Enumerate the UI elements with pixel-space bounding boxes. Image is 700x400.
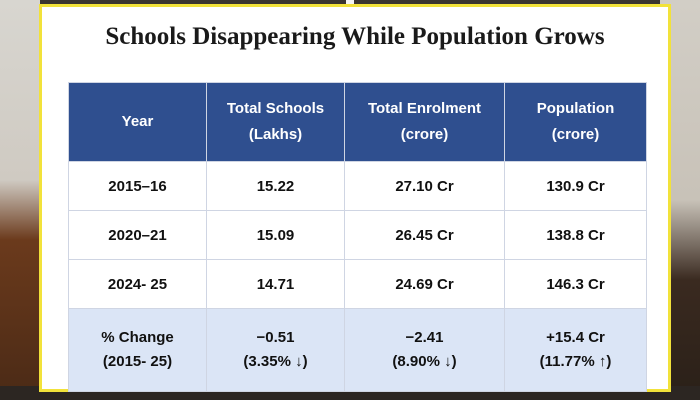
change-percent: (11.77% ↑): [539, 353, 612, 370]
header-total-enrolment: Total Enrolment (crore): [344, 82, 505, 162]
background-left: [0, 0, 40, 400]
slide-card: Schools Disappearing While Population Gr…: [39, 4, 671, 392]
header-year: Year: [68, 82, 207, 162]
cell-population: 138.8 Cr: [504, 210, 647, 260]
table-header-row: Year Total Schools (Lakhs) Total Enrolme…: [68, 82, 647, 162]
cell-change-label: % Change (2015- 25): [68, 308, 207, 392]
table-row: 2020–21 15.09 26.45 Cr 138.8 Cr: [68, 210, 647, 260]
cell-population: 146.3 Cr: [504, 259, 647, 309]
table-row: 2015–16 15.22 27.10 Cr 130.9 Cr: [68, 161, 647, 211]
cell-year: 2015–16: [68, 161, 207, 211]
header-label: Total Enrolment: [367, 100, 482, 117]
change-label: % Change: [101, 329, 174, 346]
cell-total-enrolment: 27.10 Cr: [344, 161, 505, 211]
change-value: +15.4 Cr: [546, 329, 605, 346]
change-percent: (3.35% ↓): [243, 353, 308, 370]
change-value: −2.41: [405, 329, 444, 346]
cell-total-schools: 15.09: [206, 210, 345, 260]
header-label: Total Schools: [226, 100, 325, 117]
header-unit: (crore): [551, 126, 600, 143]
data-table: Year Total Schools (Lakhs) Total Enrolme…: [68, 82, 647, 392]
top-marker: [346, 0, 354, 5]
cell-total-enrolment: 24.69 Cr: [344, 259, 505, 309]
cell-total-enrolment: 26.45 Cr: [344, 210, 505, 260]
cell-year: 2020–21: [68, 210, 207, 260]
percent-change-row: % Change (2015- 25) −0.51 (3.35% ↓) −2.4…: [68, 308, 647, 392]
cell-change-enrolment: −2.41 (8.90% ↓): [344, 308, 505, 392]
header-label: Year: [121, 113, 154, 130]
cell-change-population: +15.4 Cr (11.77% ↑): [504, 308, 647, 392]
header-population: Population (crore): [504, 82, 647, 162]
cell-change-schools: −0.51 (3.35% ↓): [206, 308, 345, 392]
cell-total-schools: 15.22: [206, 161, 345, 211]
cell-year: 2024- 25: [68, 259, 207, 309]
header-label: Population: [536, 100, 615, 117]
slide-title: Schools Disappearing While Population Gr…: [105, 23, 605, 50]
change-percent: (8.90% ↓): [392, 353, 457, 370]
header-unit: (Lakhs): [248, 126, 303, 143]
change-period: (2015- 25): [102, 353, 173, 370]
cell-total-schools: 14.71: [206, 259, 345, 309]
header-total-schools: Total Schools (Lakhs): [206, 82, 345, 162]
change-value: −0.51: [256, 329, 295, 346]
cell-population: 130.9 Cr: [504, 161, 647, 211]
header-unit: (crore): [400, 126, 449, 143]
table-row: 2024- 25 14.71 24.69 Cr 146.3 Cr: [68, 259, 647, 309]
